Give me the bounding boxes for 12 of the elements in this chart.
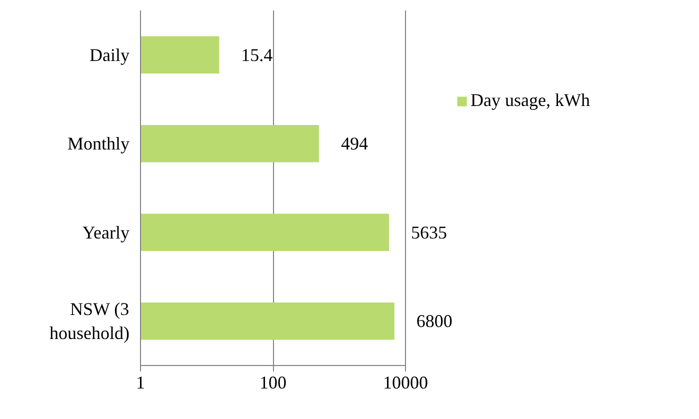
data-label: 5635 <box>410 222 447 242</box>
y-tick-label: Monthly <box>67 134 130 154</box>
legend-label: Day usage, kWh <box>470 90 590 111</box>
y-tick-label: Daily <box>90 44 130 65</box>
x-tick-label: 100 <box>260 372 286 392</box>
data-label: 15.4 <box>241 44 273 65</box>
x-tick-label: 1 <box>136 372 145 392</box>
y-tick-label: Yearly <box>82 222 130 242</box>
y-tick-label: NSW (3 household) <box>50 299 130 344</box>
data-label: 6800 <box>416 311 452 332</box>
data-label: 494 <box>340 134 368 154</box>
x-tick-label: 10000 <box>383 372 428 392</box>
